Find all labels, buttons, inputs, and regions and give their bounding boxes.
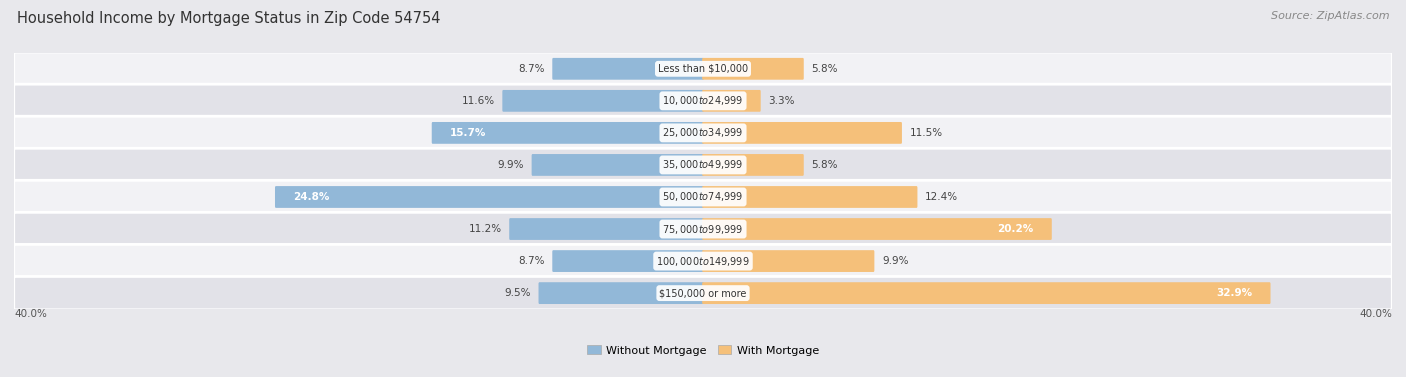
- FancyBboxPatch shape: [14, 116, 1392, 150]
- FancyBboxPatch shape: [14, 276, 1392, 310]
- FancyBboxPatch shape: [502, 90, 704, 112]
- Text: $50,000 to $74,999: $50,000 to $74,999: [662, 190, 744, 204]
- Text: 12.4%: 12.4%: [925, 192, 959, 202]
- Text: $75,000 to $99,999: $75,000 to $99,999: [662, 222, 744, 236]
- FancyBboxPatch shape: [702, 250, 875, 272]
- FancyBboxPatch shape: [14, 84, 1392, 118]
- Text: 20.2%: 20.2%: [997, 224, 1033, 234]
- FancyBboxPatch shape: [509, 218, 704, 240]
- Text: 11.2%: 11.2%: [468, 224, 502, 234]
- Text: 5.8%: 5.8%: [811, 160, 838, 170]
- FancyBboxPatch shape: [531, 154, 704, 176]
- Text: 3.3%: 3.3%: [769, 96, 794, 106]
- FancyBboxPatch shape: [553, 250, 704, 272]
- Text: 32.9%: 32.9%: [1216, 288, 1253, 298]
- Text: 40.0%: 40.0%: [1360, 309, 1392, 319]
- FancyBboxPatch shape: [14, 52, 1392, 86]
- FancyBboxPatch shape: [14, 212, 1392, 246]
- Text: 11.6%: 11.6%: [461, 96, 495, 106]
- Text: 9.9%: 9.9%: [882, 256, 908, 266]
- Text: $150,000 or more: $150,000 or more: [659, 288, 747, 298]
- Text: 5.8%: 5.8%: [811, 64, 838, 74]
- FancyBboxPatch shape: [553, 58, 704, 80]
- FancyBboxPatch shape: [702, 122, 901, 144]
- FancyBboxPatch shape: [14, 148, 1392, 182]
- Text: 15.7%: 15.7%: [450, 128, 486, 138]
- FancyBboxPatch shape: [538, 282, 704, 304]
- FancyBboxPatch shape: [14, 244, 1392, 278]
- Text: Source: ZipAtlas.com: Source: ZipAtlas.com: [1271, 11, 1389, 21]
- Text: $25,000 to $34,999: $25,000 to $34,999: [662, 126, 744, 139]
- Text: 8.7%: 8.7%: [517, 256, 544, 266]
- Text: Household Income by Mortgage Status in Zip Code 54754: Household Income by Mortgage Status in Z…: [17, 11, 440, 26]
- Text: 9.5%: 9.5%: [505, 288, 531, 298]
- Legend: Without Mortgage, With Mortgage: Without Mortgage, With Mortgage: [582, 341, 824, 360]
- FancyBboxPatch shape: [432, 122, 704, 144]
- Text: 40.0%: 40.0%: [14, 309, 46, 319]
- Text: $35,000 to $49,999: $35,000 to $49,999: [662, 158, 744, 172]
- Text: $10,000 to $24,999: $10,000 to $24,999: [662, 94, 744, 107]
- FancyBboxPatch shape: [702, 58, 804, 80]
- Text: $100,000 to $149,999: $100,000 to $149,999: [657, 254, 749, 268]
- FancyBboxPatch shape: [702, 154, 804, 176]
- FancyBboxPatch shape: [702, 282, 1271, 304]
- FancyBboxPatch shape: [702, 186, 918, 208]
- Text: 24.8%: 24.8%: [292, 192, 329, 202]
- Text: 8.7%: 8.7%: [517, 64, 544, 74]
- FancyBboxPatch shape: [276, 186, 704, 208]
- Text: 11.5%: 11.5%: [910, 128, 943, 138]
- Text: Less than $10,000: Less than $10,000: [658, 64, 748, 74]
- FancyBboxPatch shape: [14, 180, 1392, 214]
- Text: 9.9%: 9.9%: [498, 160, 524, 170]
- FancyBboxPatch shape: [702, 218, 1052, 240]
- FancyBboxPatch shape: [702, 90, 761, 112]
